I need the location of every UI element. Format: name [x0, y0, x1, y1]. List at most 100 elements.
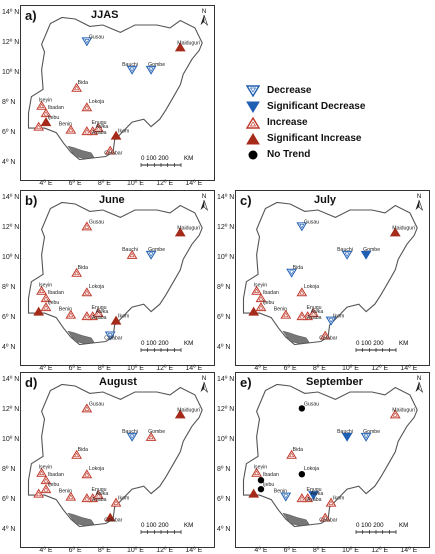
station-marker-bida [71, 449, 83, 459]
lon-tick-label: 6º E [68, 365, 82, 372]
station-marker-benin [280, 492, 292, 502]
station-label: Gusau [304, 219, 319, 225]
north-arrow-icon [203, 381, 209, 393]
station-label: Maiduguri [177, 40, 200, 46]
station-marker-bida [71, 82, 83, 92]
niger-delta [282, 512, 310, 527]
station-marker-enugu [308, 491, 319, 501]
lon-tick-label: 10º E [342, 365, 359, 372]
lon-tick-label: 10º E [127, 547, 144, 554]
station-label: Gusau [89, 34, 104, 40]
station-label: Calabar [104, 518, 122, 524]
station-label: Lokoja [304, 284, 319, 290]
nigeria-map: N Gusau Maiduguri Bauchi Gombe Bida IseyinIbad… [242, 376, 424, 534]
station-marker-bida [286, 268, 298, 278]
station-label: Ibadan [263, 290, 279, 296]
station-label: Bida [293, 265, 303, 271]
station-marker-ikom [110, 130, 122, 140]
triangle-inner [107, 333, 113, 338]
north-arrow-icon [203, 199, 209, 211]
station-label: Ijebu [263, 482, 274, 488]
station-marker-lokoja [81, 469, 93, 479]
country-outline [27, 16, 203, 161]
station-marker-ibadan [257, 476, 265, 484]
lat-tick-label: 6º N [2, 496, 16, 504]
station-marker-iseyin [36, 285, 47, 295]
lon-tick-label: 10º E [342, 547, 359, 554]
triangle-inner [299, 224, 305, 229]
triangle-inner [84, 105, 90, 110]
station-marker-maiduguri [174, 42, 186, 52]
lon-tick-label: 6º E [68, 180, 82, 187]
north-arrow-icon [200, 382, 204, 392]
north-arrow-icon [418, 381, 424, 393]
station-marker-lokoja [81, 287, 93, 297]
lon-tick-label: 8º E [97, 180, 111, 187]
triangle-inner [90, 496, 96, 501]
map-panel-c: c) July N Gusau Maiduguri Bauchi Gombe Bida Isey… [235, 190, 430, 366]
lat-tick-label: 14º N [2, 9, 20, 17]
significant-increase-triangle-icon [246, 133, 260, 145]
station-marker-bauchi [126, 249, 138, 259]
nigeria-map: N Gusau Maiduguri Bauchi Gombe Bida IseyinIbad… [27, 9, 209, 167]
station-marker-bauchi [341, 432, 353, 442]
triangle-inner [84, 129, 90, 134]
scale-unit: KM [184, 522, 193, 529]
station-label: Enugu [307, 487, 322, 493]
lon-tick-label: 10º E [127, 365, 144, 372]
station-marker-ijebu [40, 117, 52, 127]
map-panel-d: d) August N Gusau Maiduguri Bauchi Gombe Bida Is… [20, 372, 215, 548]
station-label: Ikom [333, 314, 344, 320]
triangle-inner [39, 103, 45, 109]
panel-title: August [99, 376, 137, 388]
lat-tick-label: 12º N [2, 39, 20, 47]
triangle-inner [113, 500, 119, 505]
triangle-inner [90, 129, 96, 134]
station-label: Ikom [333, 496, 344, 502]
station-label: Ijebu [263, 300, 274, 306]
station-marker-enugu [93, 308, 104, 318]
station-marker-ikom [325, 316, 337, 326]
lon-tick-label: 4º E [254, 547, 268, 554]
station-label: Maiduguri [392, 407, 415, 413]
station-label: Benin [59, 122, 72, 128]
station-label: Enugu [92, 305, 107, 311]
station-label: Awka [311, 309, 324, 315]
panel-title: JJAS [91, 9, 119, 21]
triangle-inner [96, 311, 102, 316]
triangle-inner [258, 296, 264, 301]
triangle-inner [96, 493, 102, 498]
country-outline [242, 383, 418, 528]
station-label: Bida [78, 447, 88, 453]
lon-tick-label: 8º E [312, 547, 326, 554]
station-label: Bida [293, 447, 303, 453]
north-arrow-icon [415, 200, 419, 210]
niger-delta [282, 330, 310, 345]
station-marker-lokoja [298, 470, 306, 478]
triangle-inner [84, 224, 90, 229]
station-label: Lokoja [89, 284, 104, 290]
north-arrow-icon [200, 15, 204, 25]
lat-tick-label: 12º N [217, 224, 235, 232]
station-label: Ijebu [48, 482, 59, 488]
station-marker-bauchi [341, 250, 353, 260]
lon-tick-label: 4º E [39, 180, 53, 187]
station-marker-maiduguri [174, 227, 186, 237]
station-label: Calabar [104, 151, 122, 157]
lon-tick-label: 14º E [400, 365, 418, 372]
lat-tick-label: 14º N [217, 194, 235, 202]
station-marker-bida [286, 449, 298, 459]
station-marker-iseyin [36, 467, 47, 477]
station-label: Ibadan [48, 472, 64, 478]
north-arrow-icon [200, 200, 204, 210]
lon-tick-label: 6º E [68, 547, 82, 554]
station-marker-enugu [308, 308, 319, 318]
station-marker-iseyin [251, 285, 262, 295]
panel-label: b) [25, 193, 38, 208]
lon-tick-label: 14º E [185, 547, 203, 554]
lat-tick-label: 14º N [217, 376, 235, 384]
station-marker-gombe [360, 250, 372, 260]
lat-tick-label: 14º N [2, 194, 20, 202]
station-marker-lagos [33, 306, 45, 316]
station-marker-asaba [81, 311, 93, 321]
